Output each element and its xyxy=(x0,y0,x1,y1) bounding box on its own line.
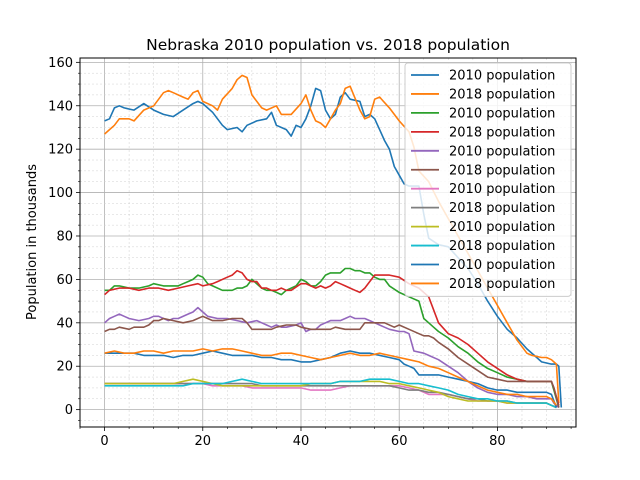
series-line-4 xyxy=(104,269,560,406)
y-tick-label: 60 xyxy=(56,273,73,288)
legend-entry-label: 2018 population xyxy=(449,87,555,102)
y-tick-label: 120 xyxy=(48,143,73,158)
legend-box xyxy=(404,62,572,297)
legend-entry-label: 2018 population xyxy=(449,277,555,292)
y-tick-label: 20 xyxy=(56,360,73,375)
legend-entry-label: 2010 population xyxy=(449,144,555,159)
x-tick-label: 60 xyxy=(391,434,408,449)
y-axis-label: Population in thousands xyxy=(25,164,40,320)
legend-entry-label: 2010 population xyxy=(449,69,555,84)
legend-entry-label: 2018 population xyxy=(449,125,555,140)
axes-frame xyxy=(79,57,577,428)
series-line-10 xyxy=(104,378,557,409)
series-line-6 xyxy=(104,315,560,408)
y-tick-label: 140 xyxy=(48,99,73,114)
x-tick-label: 40 xyxy=(293,434,310,449)
legend-entry-label: 2010 population xyxy=(449,220,555,235)
x-tick-label: 80 xyxy=(489,434,506,449)
series-line-11 xyxy=(104,350,558,408)
legend-entry-label: 2010 population xyxy=(449,182,555,197)
series-line-12 xyxy=(104,348,558,406)
y-tick-label: 100 xyxy=(48,186,73,201)
series-line-5 xyxy=(104,306,560,409)
series-line-3 xyxy=(104,267,560,408)
legend-entry-label: 2010 population xyxy=(449,106,555,121)
ticks: 0 20 40 60 80 0 20 40 60 80 100 120 140 160 xyxy=(48,56,572,449)
legend-entry-label: 2010 population xyxy=(449,258,555,273)
x-tick-label: 20 xyxy=(194,434,211,449)
legend: 2010 population 2018 population 2010 popul… xyxy=(404,62,572,297)
legend-entry-label: 2018 population xyxy=(449,239,555,254)
chart-title: Nebraska 2010 population vs. 2018 popula… xyxy=(146,36,510,54)
legend-entry-label: 2018 population xyxy=(449,163,555,178)
y-tick-label: 0 xyxy=(65,403,73,418)
y-tick-label: 160 xyxy=(48,56,73,71)
y-tick-label: 80 xyxy=(56,229,73,244)
legend-entry-label: 2018 population xyxy=(449,201,555,216)
x-tick-label: 0 xyxy=(100,434,108,449)
y-tick-label: 40 xyxy=(56,316,73,331)
